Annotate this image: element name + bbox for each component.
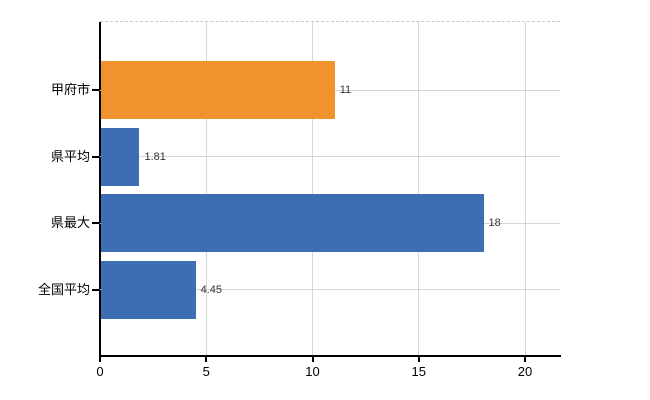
category-label: 県平均 [50,148,90,164]
y-axis-line [99,22,101,357]
category-label: 甲府市 [50,82,90,97]
category-axis-tick [92,89,100,91]
x-axis-tick [205,357,208,362]
x-tick-label: 5 [202,364,210,379]
bar-value-label: 1.81 [144,150,166,163]
gridline-horizontal [100,289,560,290]
x-axis-line [99,355,561,357]
gridline-horizontal [100,156,560,157]
category-label: 全国平均 [37,281,90,297]
plot-area: 11 1.81 18 4.45 [100,22,560,355]
bar [101,260,196,319]
bar [101,127,140,186]
x-tick-label: 20 [517,364,533,379]
x-tick-label: 0 [96,364,104,379]
x-tick-label: 15 [411,364,426,379]
x-axis-tick [417,357,420,362]
gridline-vertical [205,22,207,355]
x-tick-label: 10 [305,364,320,379]
bar [101,61,335,119]
bar-value-label: 11 [339,84,352,96]
plot-top-border [100,21,560,22]
gridline-vertical [524,22,526,355]
category-label: 県最大 [50,215,90,230]
bar-value-label: 18 [488,217,501,229]
category-axis-tick [92,222,100,224]
category-axis-tick [92,288,100,291]
bar [101,194,484,252]
gridline-vertical [418,22,420,355]
gridline-vertical [312,22,313,355]
category-axis-tick [92,155,100,158]
x-axis-tick [99,357,101,362]
x-axis-tick [311,357,314,362]
x-axis-tick [524,357,526,362]
bar-value-label: 4.45 [200,283,222,296]
